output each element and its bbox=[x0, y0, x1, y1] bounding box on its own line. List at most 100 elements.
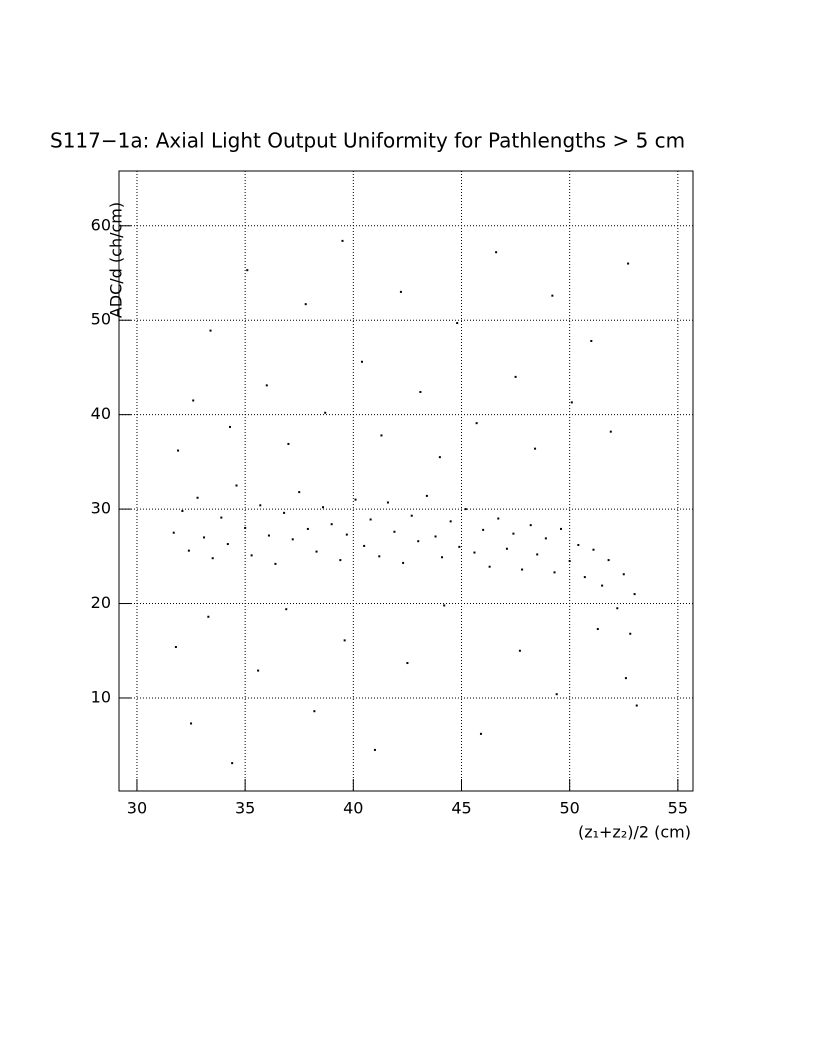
point bbox=[601, 584, 604, 587]
point bbox=[386, 501, 389, 504]
point bbox=[220, 516, 223, 519]
y-tick-label: 10 bbox=[91, 687, 111, 706]
point bbox=[393, 530, 396, 533]
x-tick-label: 55 bbox=[668, 799, 688, 818]
y-tick-label: 60 bbox=[91, 215, 111, 234]
point bbox=[345, 533, 348, 536]
point bbox=[378, 555, 381, 558]
point bbox=[544, 537, 547, 540]
point bbox=[354, 498, 357, 501]
point bbox=[341, 239, 344, 242]
point bbox=[443, 604, 446, 607]
point bbox=[235, 484, 238, 487]
point bbox=[488, 565, 491, 568]
x-tick-label: 45 bbox=[451, 799, 471, 818]
point bbox=[324, 411, 327, 414]
point bbox=[177, 449, 180, 452]
point bbox=[518, 649, 521, 652]
x-tick-label: 35 bbox=[235, 799, 255, 818]
point bbox=[315, 550, 318, 553]
point bbox=[196, 496, 199, 499]
point bbox=[363, 544, 366, 547]
point bbox=[627, 262, 630, 265]
point bbox=[265, 384, 268, 387]
point bbox=[228, 425, 231, 428]
point bbox=[629, 632, 632, 635]
point bbox=[521, 568, 524, 571]
y-tick-label: 40 bbox=[91, 404, 111, 423]
x-tick-label: 40 bbox=[343, 799, 363, 818]
point bbox=[373, 748, 376, 751]
point bbox=[267, 534, 270, 537]
point bbox=[624, 677, 627, 680]
point bbox=[456, 322, 459, 325]
point bbox=[458, 545, 461, 548]
point bbox=[609, 430, 612, 433]
point bbox=[592, 548, 595, 551]
point bbox=[464, 508, 467, 511]
point bbox=[226, 543, 229, 546]
point bbox=[568, 560, 571, 563]
point bbox=[402, 561, 405, 564]
y-tick-label: 20 bbox=[91, 593, 111, 612]
point bbox=[583, 576, 586, 579]
point bbox=[529, 524, 532, 527]
point bbox=[534, 447, 537, 450]
point bbox=[495, 251, 498, 254]
point bbox=[482, 528, 485, 531]
x-axis-label: (z₁+z₂)/2 (cm) bbox=[578, 823, 691, 842]
point bbox=[174, 645, 177, 648]
point bbox=[560, 527, 563, 530]
point bbox=[209, 329, 212, 332]
point bbox=[449, 520, 452, 523]
point bbox=[479, 732, 482, 735]
point bbox=[369, 518, 372, 521]
point bbox=[590, 339, 593, 342]
point bbox=[475, 422, 478, 425]
point bbox=[211, 557, 214, 560]
point bbox=[291, 538, 294, 541]
point bbox=[555, 693, 558, 696]
y-tick-label: 30 bbox=[91, 499, 111, 518]
point bbox=[596, 628, 599, 631]
point bbox=[419, 390, 422, 393]
point bbox=[172, 531, 175, 534]
point bbox=[259, 504, 262, 507]
point bbox=[360, 360, 363, 363]
point bbox=[285, 608, 288, 611]
point bbox=[298, 491, 301, 494]
point bbox=[203, 536, 206, 539]
point bbox=[313, 710, 316, 713]
point bbox=[633, 593, 636, 596]
point bbox=[244, 526, 247, 529]
x-tick-label: 30 bbox=[127, 799, 147, 818]
point bbox=[207, 615, 210, 618]
point bbox=[505, 547, 508, 550]
point bbox=[181, 509, 184, 512]
point bbox=[441, 556, 444, 559]
point bbox=[283, 511, 286, 514]
point bbox=[231, 762, 234, 765]
point bbox=[514, 375, 517, 378]
point bbox=[339, 559, 342, 562]
point bbox=[536, 553, 539, 556]
point bbox=[330, 523, 333, 526]
point bbox=[406, 662, 409, 665]
y-axis-label: ADC/d (ch/cm) bbox=[107, 202, 126, 318]
point bbox=[343, 639, 346, 642]
x-tick-label: 50 bbox=[559, 799, 579, 818]
point bbox=[190, 722, 193, 725]
point bbox=[410, 514, 413, 517]
point bbox=[434, 535, 437, 538]
point bbox=[417, 540, 420, 543]
point bbox=[246, 269, 249, 272]
point bbox=[553, 571, 556, 574]
point bbox=[304, 303, 307, 306]
point bbox=[438, 456, 441, 459]
chart-title: S117−1a: Axial Light Output Uniformity f… bbox=[50, 129, 685, 153]
point bbox=[497, 517, 500, 520]
point bbox=[635, 704, 638, 707]
point bbox=[473, 551, 476, 554]
point bbox=[380, 434, 383, 437]
